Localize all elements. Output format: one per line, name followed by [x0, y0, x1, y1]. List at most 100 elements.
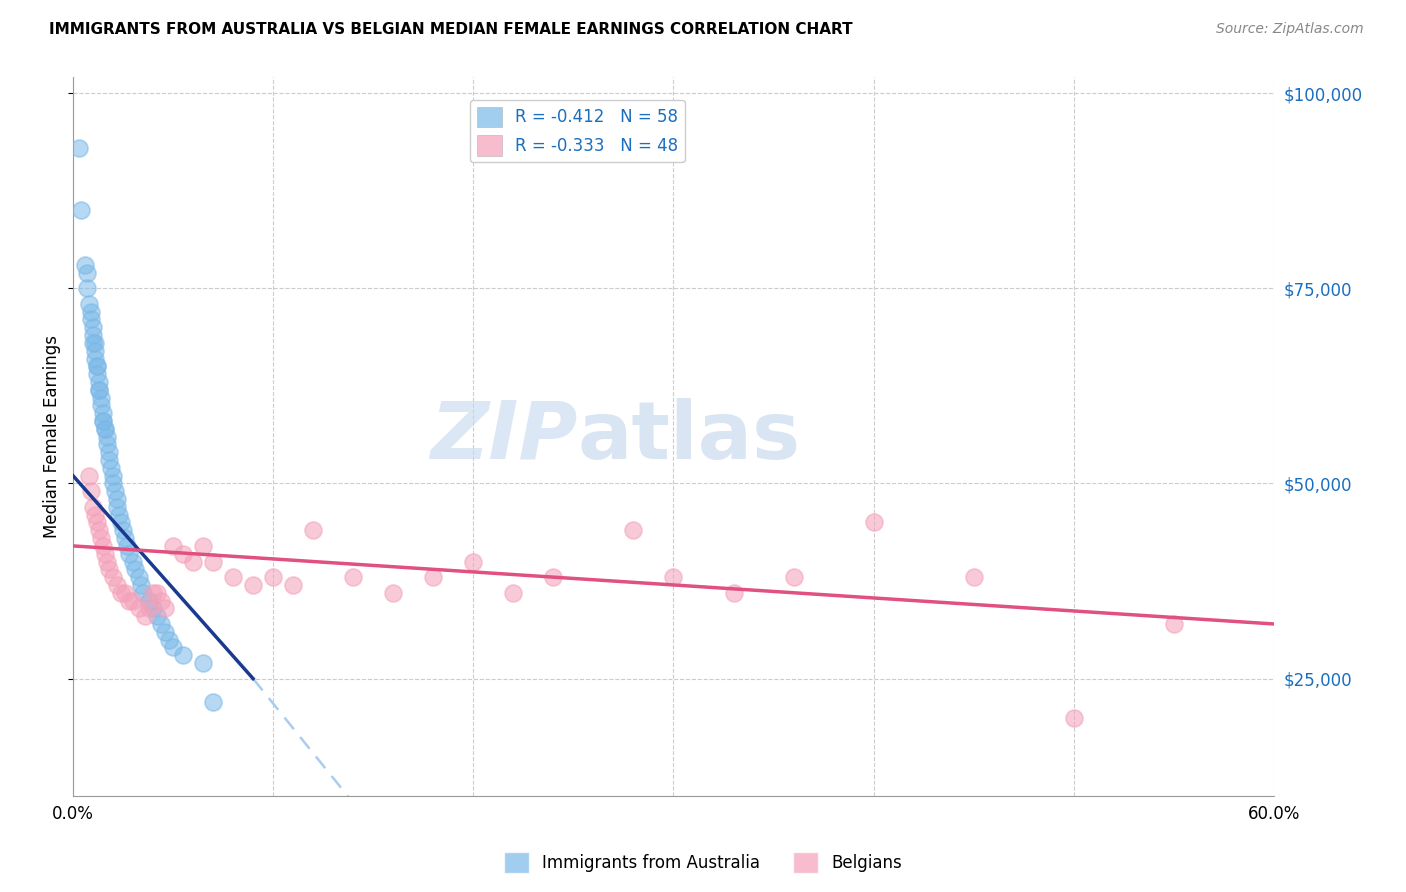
Point [463, 555, 485, 569]
Point [77, 468, 100, 483]
Point [862, 516, 884, 530]
Point [98, 453, 121, 467]
Text: atlas: atlas [578, 398, 800, 475]
Legend: R = -0.412   N = 58, R = -0.333   N = 48: R = -0.412 N = 58, R = -0.333 N = 48 [470, 100, 685, 162]
Point [422, 570, 444, 584]
Point [98, 562, 121, 576]
Point [142, 601, 165, 615]
Point [84, 351, 107, 366]
Point [86, 359, 108, 374]
Point [87, 383, 110, 397]
Point [96, 555, 118, 569]
Point [111, 523, 134, 537]
Text: Source: ZipAtlas.com: Source: ZipAtlas.com [1216, 22, 1364, 37]
Point [96, 429, 118, 443]
Point [128, 601, 150, 615]
Point [138, 593, 160, 607]
Point [87, 383, 110, 397]
Point [104, 484, 127, 499]
Point [172, 648, 194, 663]
Point [91, 406, 114, 420]
Point [73, 258, 96, 272]
Point [191, 539, 214, 553]
Point [94, 547, 117, 561]
Point [382, 586, 405, 600]
Point [128, 570, 150, 584]
Point [101, 476, 124, 491]
Point [162, 640, 184, 655]
Point [302, 523, 325, 537]
Text: ZIP: ZIP [430, 398, 578, 475]
Point [96, 437, 118, 451]
Point [82, 335, 104, 350]
Point [76, 266, 98, 280]
Point [101, 570, 124, 584]
Point [80, 312, 103, 326]
Point [963, 570, 986, 584]
Point [242, 578, 264, 592]
Point [181, 555, 204, 569]
Point [84, 343, 107, 358]
Point [157, 632, 180, 647]
Point [153, 624, 176, 639]
Point [782, 570, 804, 584]
Point [94, 422, 117, 436]
Point [100, 460, 122, 475]
Point [98, 445, 121, 459]
Point [662, 570, 685, 584]
Point [150, 593, 173, 607]
Point [502, 586, 524, 600]
Point [1063, 711, 1085, 725]
Point [146, 586, 169, 600]
Point [162, 539, 184, 553]
Point [82, 500, 104, 514]
Point [86, 516, 108, 530]
Point [80, 304, 103, 318]
Point [77, 297, 100, 311]
Point [105, 578, 128, 592]
Point [623, 523, 645, 537]
Point [84, 335, 107, 350]
Point [124, 562, 146, 576]
Point [70, 203, 93, 218]
Point [91, 539, 114, 553]
Point [342, 570, 364, 584]
Point [87, 523, 110, 537]
Point [262, 570, 284, 584]
Point [153, 601, 176, 615]
Point [172, 547, 194, 561]
Point [91, 414, 114, 428]
Point [101, 468, 124, 483]
Point [138, 601, 160, 615]
Point [84, 508, 107, 522]
Point [90, 391, 112, 405]
Text: IMMIGRANTS FROM AUSTRALIA VS BELGIAN MEDIAN FEMALE EARNINGS CORRELATION CHART: IMMIGRANTS FROM AUSTRALIA VS BELGIAN MED… [49, 22, 853, 37]
Point [90, 531, 112, 545]
Point [76, 281, 98, 295]
Point [132, 586, 155, 600]
Point [67, 141, 90, 155]
Point [150, 617, 173, 632]
Point [86, 359, 108, 374]
Point [110, 586, 132, 600]
Point [110, 516, 132, 530]
Point [146, 609, 169, 624]
Legend: Immigrants from Australia, Belgians: Immigrants from Australia, Belgians [496, 846, 910, 880]
Y-axis label: Median Female Earnings: Median Female Earnings [44, 335, 60, 538]
Point [87, 375, 110, 389]
Point [91, 414, 114, 428]
Point [118, 593, 141, 607]
Point [543, 570, 565, 584]
Point [115, 539, 138, 553]
Point [202, 555, 225, 569]
Point [129, 578, 152, 592]
Point [202, 695, 225, 709]
Point [114, 586, 136, 600]
Point [82, 328, 104, 343]
Point [1163, 617, 1185, 632]
Point [86, 367, 108, 381]
Point [94, 422, 117, 436]
Point [105, 491, 128, 506]
Point [82, 320, 104, 334]
Point [222, 570, 245, 584]
